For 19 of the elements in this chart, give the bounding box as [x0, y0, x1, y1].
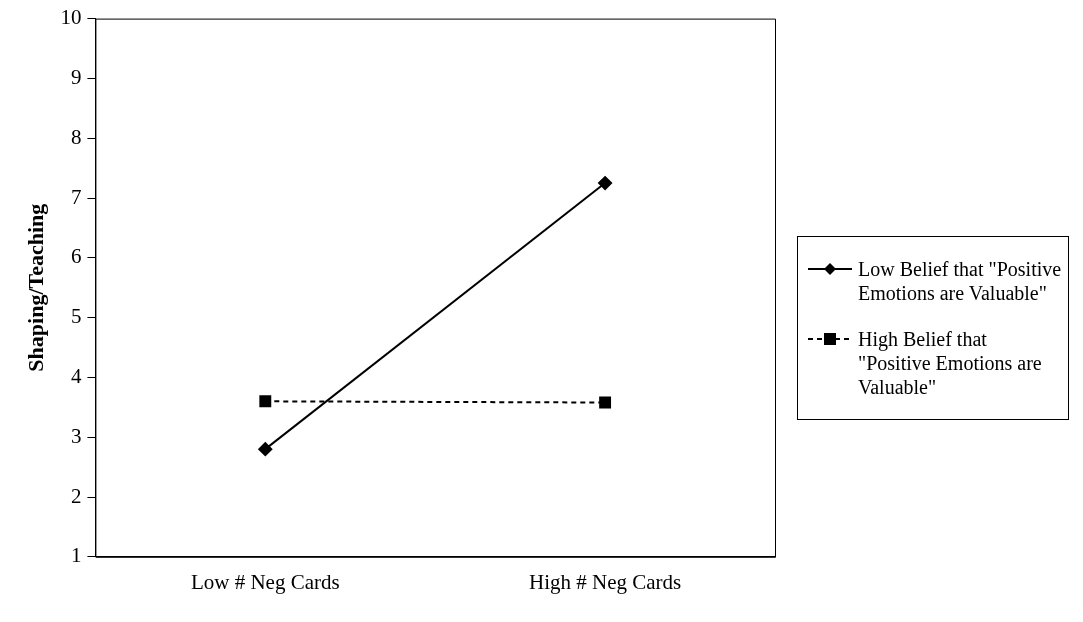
- y-tick-label: 2: [70, 483, 82, 508]
- x-tick-label: High # Neg Cards: [528, 569, 682, 594]
- y-tick-label: 7: [70, 184, 82, 209]
- y-axis-title: Shaping/Teaching: [22, 203, 48, 372]
- y-tick-label: 9: [70, 64, 82, 89]
- point: [259, 395, 272, 408]
- point: [599, 396, 612, 409]
- point: [258, 442, 273, 457]
- y-tick-label: 4: [70, 363, 82, 388]
- point: [598, 176, 613, 191]
- y-tick-label: 8: [70, 124, 82, 149]
- legend-label: Low Belief that "Positive Emotions are Valuable": [858, 257, 1062, 305]
- y-tick-label: 10: [60, 5, 82, 30]
- y-tick-label: 3: [70, 423, 82, 448]
- legend-label: High Belief that "Positive Emotions are Valuable": [858, 327, 1043, 399]
- y-tick-label: 6: [70, 244, 82, 269]
- y-tick-label: 5: [70, 304, 82, 329]
- x-tick-label: Low # Neg Cards: [190, 569, 340, 594]
- y-tick-label: 1: [70, 543, 82, 568]
